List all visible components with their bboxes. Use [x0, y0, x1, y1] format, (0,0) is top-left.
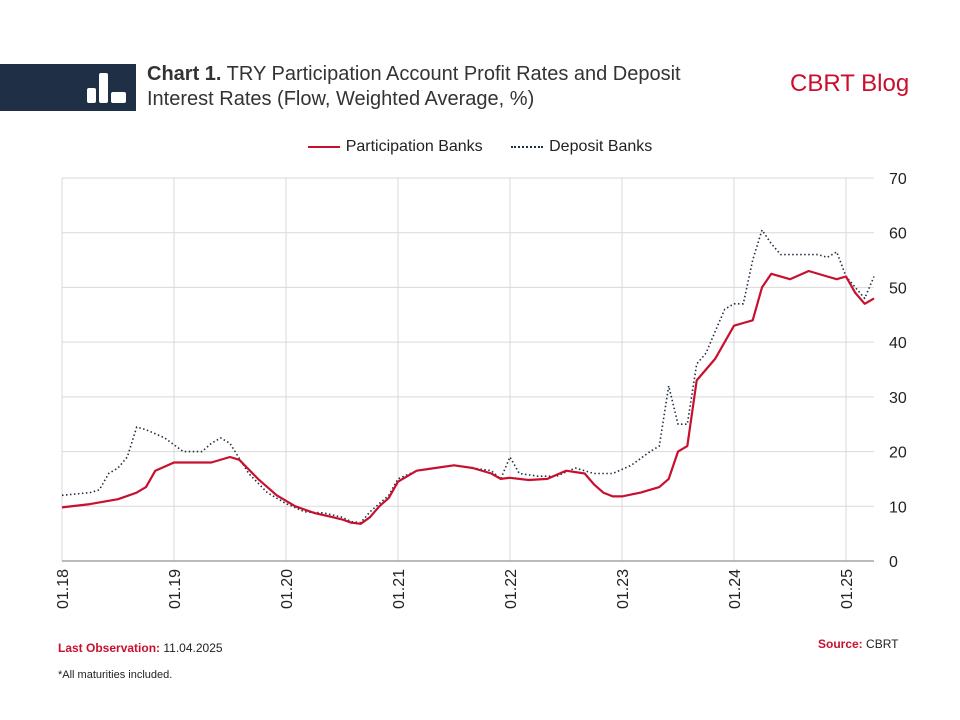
deposit-line: [61, 229, 875, 524]
y-tick-label: 70: [889, 171, 907, 188]
x-tick-label: 01.23: [615, 569, 632, 609]
x-tick-label: 01.18: [55, 569, 72, 609]
legend-label-deposit: Deposit Banks: [549, 138, 653, 155]
brand-label: CBRT Blog: [790, 70, 910, 97]
x-tick-label: 01.19: [167, 569, 184, 609]
legend-swatch-solid: [307, 146, 340, 148]
source-label: Source:: [818, 637, 863, 651]
x-tick-label: 01.24: [727, 569, 744, 609]
last-observation-label: Last Observation:: [58, 641, 161, 655]
y-tick-label: 10: [889, 499, 907, 516]
chart-title: Chart 1. TRY Participation Account Profi…: [147, 62, 767, 112]
y-tick-label: 50: [889, 280, 907, 297]
title-line-2: Interest Rates (Flow, Weighted Average, …: [147, 88, 535, 110]
bar-chart-icon: [87, 73, 126, 103]
x-tick-label: 01.20: [279, 569, 296, 609]
y-tick-label: 60: [889, 226, 907, 243]
x-tick-label: 01.21: [391, 569, 408, 609]
participation-line: [61, 269, 875, 525]
y-tick-label: 40: [889, 335, 907, 352]
legend-swatch-dotted: [511, 146, 544, 148]
last-observation: Last Observation: 11.04.2025: [58, 641, 223, 655]
legend-item-participation: Participation Banks: [307, 138, 483, 156]
y-tick-label: 20: [889, 445, 907, 462]
title-line-1: TRY Participation Account Profit Rates a…: [226, 63, 681, 85]
logo-banner: [0, 64, 136, 111]
y-tick-label: 0: [889, 554, 898, 571]
footnote: *All maturities included.: [58, 669, 173, 681]
legend-label-participation: Participation Banks: [345, 138, 483, 155]
last-observation-value: 11.04.2025: [163, 641, 223, 655]
legend-item-deposit: Deposit Banks: [511, 138, 652, 156]
legend: Participation Banks Deposit Banks: [0, 135, 960, 156]
y-tick-label: 30: [889, 390, 907, 407]
source-value: CBRT: [866, 637, 899, 651]
chart-number: Chart 1.: [147, 63, 222, 85]
source: Source: CBRT: [818, 637, 898, 651]
x-tick-label: 01.22: [503, 569, 520, 609]
x-tick-label: 01.25: [839, 569, 856, 609]
